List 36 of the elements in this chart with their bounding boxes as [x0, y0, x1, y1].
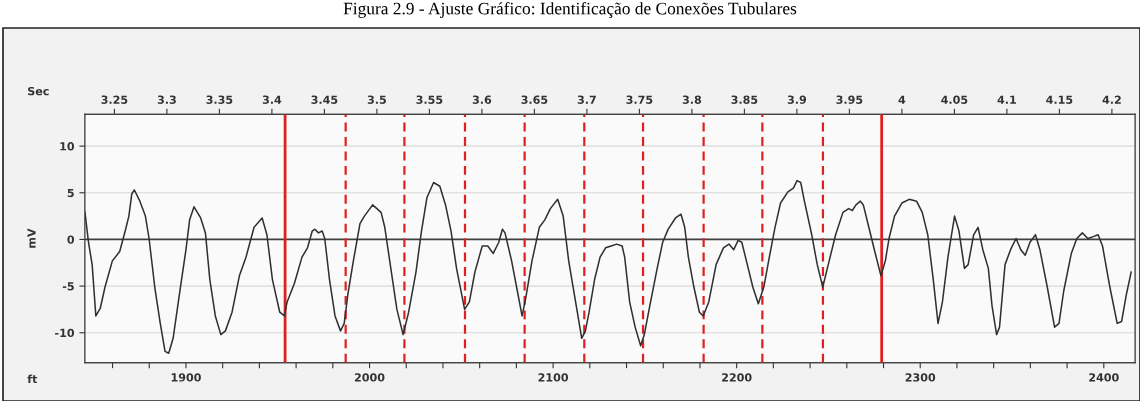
x2-tick-label: 3.35: [206, 95, 233, 104]
x2-tick-label: 3.5: [367, 95, 386, 104]
x2-tick-label: 3.85: [731, 95, 758, 104]
chart-title: Figura 2.9 - Ajuste Gráfico: Identificação de Conexões Tubulares: [343, 2, 797, 18]
x2-tick-label: 3.55: [416, 95, 443, 104]
x-axis-title: ft: [27, 374, 38, 384]
x-tick-label: 1900: [171, 373, 201, 382]
y-tick-label: -10: [55, 328, 75, 338]
x2-tick-label: 3.8: [682, 95, 702, 104]
x-tick-label: 2200: [722, 373, 752, 382]
x2-tick-label: 3.25: [101, 95, 128, 104]
x2-tick-label: 3.7: [577, 95, 596, 104]
y-tick-label: -5: [62, 282, 74, 291]
y-axis-title: mV: [27, 228, 36, 248]
x2-tick-label: 4.2: [1102, 95, 1121, 104]
x2-tick-label: 4.1: [997, 95, 1016, 104]
x-tick-label: 2400: [1089, 373, 1119, 382]
x2-tick-label: 3.6: [472, 95, 492, 104]
x2-tick-label: 3.65: [521, 95, 548, 104]
x2-tick-label: 4: [898, 95, 906, 104]
x2-tick-label: 3.9: [787, 95, 807, 104]
x2-tick-label: 3.4: [262, 95, 282, 104]
x2-tick-label: 3.95: [836, 95, 863, 104]
x2-tick-label: 3.45: [311, 95, 338, 104]
x2-tick-label: 4.05: [941, 95, 968, 104]
line-series: [85, 179, 1132, 355]
y-tick-label: 0: [67, 235, 75, 244]
y-tick-label: 10: [60, 142, 75, 151]
y-tick-label: 5: [67, 188, 74, 198]
x-tick-label: 2100: [538, 373, 569, 382]
x-tick-label: 2000: [354, 373, 385, 382]
x2-tick-label: 3.75: [626, 95, 653, 104]
x-tick-label: 2300: [905, 373, 936, 382]
x2-tick-label: 3.3: [157, 95, 176, 104]
x2-tick-label: 4.15: [1046, 95, 1073, 104]
x2-axis-title: Sec: [28, 86, 49, 96]
